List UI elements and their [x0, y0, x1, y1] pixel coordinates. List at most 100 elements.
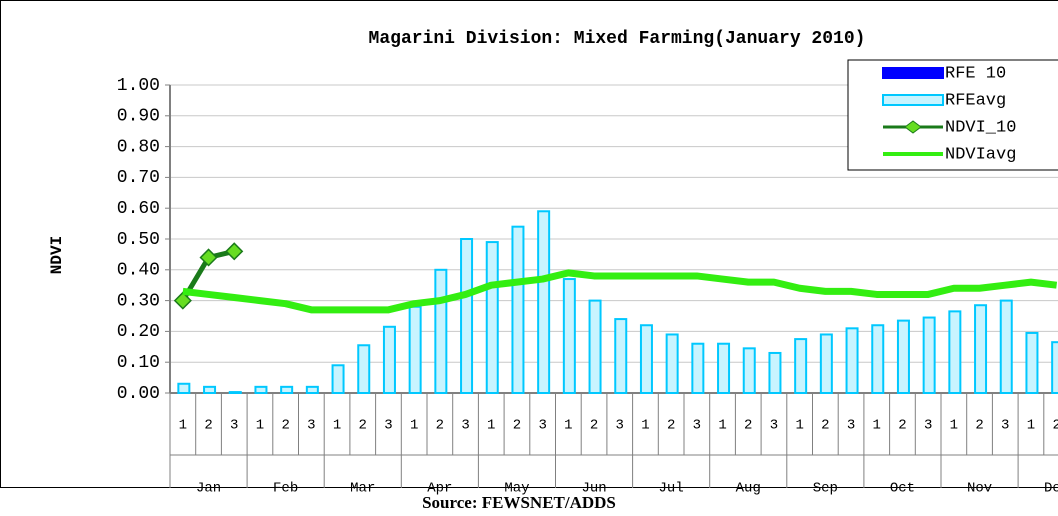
x-tick-label: 2 [898, 418, 906, 434]
x-tick-label: 3 [693, 418, 701, 434]
bar [742, 347, 756, 394]
y-tick-label: 1.00 [117, 76, 160, 96]
bar [511, 225, 525, 394]
bar [794, 338, 808, 395]
bar [408, 305, 422, 395]
bar [691, 342, 705, 394]
y-axis-label: NDVI [48, 236, 66, 274]
x-tick-label: 1 [333, 418, 341, 434]
x-tick-label: 3 [847, 418, 855, 434]
bar [203, 385, 217, 394]
bar [768, 351, 782, 394]
x-tick-label: 3 [384, 418, 392, 434]
x-tick-label: 1 [487, 418, 495, 434]
bar [562, 278, 576, 395]
x-tick-label: 2 [281, 418, 289, 434]
legend-label: RFE 10 [945, 64, 1006, 83]
month-label: Jul [659, 481, 684, 497]
x-tick-label: 2 [1052, 418, 1058, 434]
bar [871, 324, 885, 394]
x-tick-label: 2 [667, 418, 675, 434]
bar [434, 268, 448, 394]
bar [974, 304, 988, 394]
bar [819, 333, 833, 395]
y-tick-label: 0.20 [117, 322, 160, 342]
x-tick-label: 3 [461, 418, 469, 434]
y-tick-label: 0.70 [117, 168, 160, 188]
month-label: Jan [196, 481, 221, 497]
marker [173, 291, 192, 310]
x-tick-label: 3 [770, 418, 778, 434]
x-tick-label: 3 [616, 418, 624, 434]
bar [460, 238, 474, 394]
bar [588, 299, 602, 395]
bar [485, 241, 499, 394]
bar [331, 364, 345, 394]
line [182, 269, 1058, 314]
source-note: Source: FEWSNET/ADDS [422, 493, 616, 512]
bar [665, 333, 679, 395]
bar [948, 310, 962, 395]
y-tick-label: 0.50 [117, 230, 160, 250]
x-tick-label: 3 [1001, 418, 1009, 434]
y-tick-label: 0.90 [117, 107, 160, 127]
y-tick-label: 0.00 [117, 384, 160, 404]
x-tick-label: 1 [795, 418, 803, 434]
x-tick-label: 2 [204, 418, 212, 434]
month-label: May [504, 481, 529, 497]
bar [537, 210, 551, 394]
marker [225, 242, 244, 261]
bar [999, 299, 1013, 395]
month-label: Nov [967, 481, 992, 497]
x-tick-label: 1 [641, 418, 649, 434]
bar [845, 327, 859, 395]
x-tick-label: 2 [590, 418, 598, 434]
legend-label: NDVI_10 [945, 118, 1016, 137]
x-tick-label: 2 [744, 418, 752, 434]
x-tick-label: 3 [307, 418, 315, 434]
bar [639, 324, 653, 394]
x-tick-label: 1 [718, 418, 726, 434]
month-label: Oct [890, 481, 915, 497]
bar [254, 385, 268, 394]
legend-marker [904, 120, 922, 134]
bar [1051, 341, 1058, 394]
bar [228, 391, 242, 394]
y-tick-label: 0.40 [117, 261, 160, 281]
x-tick-label: 3 [924, 418, 932, 434]
x-tick-label: 1 [873, 418, 881, 434]
month-label: Sep [813, 481, 838, 497]
month-label: Mar [350, 481, 375, 497]
x-tick-label: 1 [410, 418, 418, 434]
bar [305, 385, 319, 394]
x-tick-label: 1 [564, 418, 572, 434]
y-tick-label: 0.10 [117, 353, 160, 373]
bar [896, 319, 910, 394]
x-tick-label: 3 [230, 418, 238, 434]
x-tick-label: 2 [359, 418, 367, 434]
month-label: Jun [581, 481, 606, 497]
x-tick-label: 1 [1027, 418, 1035, 434]
month-label: Aug [736, 481, 761, 497]
x-tick-label: 1 [179, 418, 187, 434]
x-tick-label: 1 [950, 418, 958, 434]
bar [614, 318, 628, 394]
month-label: Feb [273, 481, 298, 497]
y-tick-label: 0.80 [117, 137, 160, 157]
bar [1025, 331, 1039, 395]
month-label: Dec [1044, 481, 1058, 497]
bar [357, 344, 371, 395]
legend-label: RFEavg [945, 91, 1006, 110]
y-tick-label: 0.60 [117, 199, 160, 219]
legend-label: NDVIavg [945, 145, 1016, 164]
x-tick-label: 2 [821, 418, 829, 434]
chart-title: Magarini Division: Mixed Farming(January… [369, 29, 866, 49]
bar [382, 325, 396, 394]
x-tick-label: 2 [513, 418, 521, 434]
bar [922, 316, 936, 395]
legend-swatch [882, 67, 944, 79]
bar [280, 385, 294, 394]
month-label: Apr [427, 481, 452, 497]
x-tick-label: 1 [256, 418, 264, 434]
